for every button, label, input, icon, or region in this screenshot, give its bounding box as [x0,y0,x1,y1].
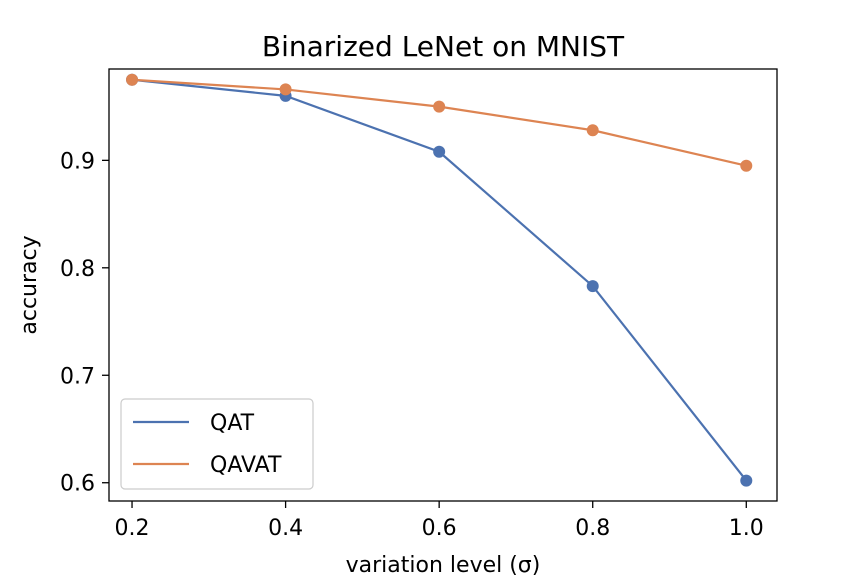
y-tick-label: 0.8 [60,257,95,282]
x-tick-label: 0.2 [115,516,150,541]
y-axis-ticks: 0.6 0.7 0.8 0.9 [60,149,109,497]
data-point-qat [586,280,599,293]
y-tick-label: 0.6 [60,472,95,497]
data-point-qat [740,474,753,487]
data-point-qavat [279,83,292,96]
data-point-qavat [126,73,139,86]
data-point-qavat [586,124,599,137]
y-tick-label: 0.7 [60,364,95,389]
series-layer [126,73,753,487]
x-axis-label: variation level (σ) [346,553,541,576]
y-axis-label: accuracy [17,235,42,334]
y-tick-label: 0.9 [60,149,95,174]
legend-label-qat: QAT [210,411,255,436]
legend: QAT QAVAT [120,398,314,490]
plot-area [108,68,778,502]
x-tick-label: 0.8 [575,516,610,541]
x-axis-ticks: 0.2 0.4 0.6 0.8 1.0 [115,501,764,541]
x-tick-label: 1.0 [729,516,764,541]
data-point-qavat [433,100,446,113]
x-tick-label: 0.6 [422,516,457,541]
data-point-qavat [740,159,753,172]
chart-title: Binarized LeNet on MNIST [262,30,625,63]
x-tick-label: 0.4 [268,516,303,541]
data-point-qat [433,145,446,158]
legend-label-qavat: QAVAT [210,453,282,478]
